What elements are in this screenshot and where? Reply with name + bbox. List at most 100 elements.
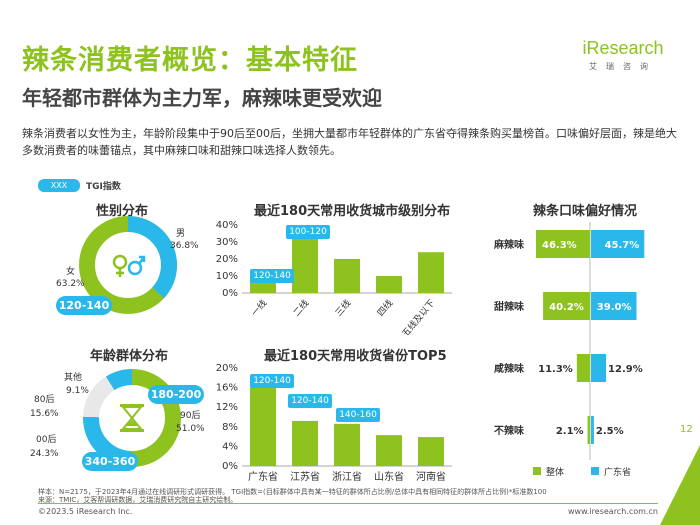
age-other-pct: 9.1% <box>66 386 89 396</box>
city-tier-chart: 40% 30% 20% 10% 0% 一线 二线 三线 四线 五线及以下 <box>216 220 452 335</box>
x-tick-label: 一线 <box>249 297 270 319</box>
province-tgi-badge-2: 120-140 <box>288 394 332 408</box>
x-tick-label: 五线及以下 <box>399 297 437 335</box>
footer-divider <box>38 503 658 504</box>
hourglass-icon <box>120 404 144 432</box>
iresearch-logo: iResearch 艾瑞咨询 <box>578 38 668 72</box>
age-other-label: 其他 <box>64 373 83 383</box>
age-00-tgi-badge: 340-360 <box>82 452 138 471</box>
y-tick-label: 16% <box>216 383 238 394</box>
age-00-pct: 24.3% <box>30 449 59 459</box>
footer-note: 样本：N=2175，于2023年4月通过在线调研形式调研获得。 TGI指数=(目… <box>38 488 547 496</box>
footer-copyright: ©2023.5 iResearch Inc. <box>38 507 133 516</box>
x-tick-label: 广东省 <box>248 470 278 483</box>
age-chart-title: 年龄群体分布 <box>90 349 169 364</box>
y-tick-label: 30% <box>216 237 238 248</box>
gender-male-slice <box>79 216 177 314</box>
province-tgi-badge-1: 120-140 <box>250 374 294 388</box>
flavor-total-value: 46.3% <box>542 240 577 251</box>
gender-male-label: 男 <box>176 229 186 239</box>
flavor-chart: 麻辣味 46.3% 45.7% 甜辣味 40.2% 39.0% 咸辣味 11.3% 12.9% 不… <box>493 222 645 460</box>
age-slice-3 <box>83 369 181 467</box>
bar-江苏省 <box>291 420 319 466</box>
province-tgi-badge-3: 140-160 <box>336 408 380 422</box>
province-chart-title: 最近180天常用收货省份TOP5 <box>264 349 447 364</box>
flavor-gd-bar <box>591 354 607 382</box>
page-corner-decoration <box>660 445 700 525</box>
footer-source: 来源：TMIC，艾客帮调研数据，艾瑞消费研究院自主研究绘制。 <box>38 496 238 504</box>
bar-五线及以下 <box>417 252 445 293</box>
legend-total-swatch <box>533 467 541 475</box>
flavor-row-label: 咸辣味 <box>494 362 524 375</box>
flavor-gd-value: 2.5% <box>596 426 624 437</box>
x-tick-label: 山东省 <box>374 470 404 483</box>
flavor-gd-bar <box>591 230 645 258</box>
flavor-gd-value: 12.9% <box>608 364 643 375</box>
y-tick-label: 12% <box>216 402 238 413</box>
x-tick-label: 四线 <box>375 297 396 319</box>
bar-山东省 <box>375 435 403 466</box>
bar-二线 <box>291 236 319 293</box>
y-tick-label: 0% <box>222 461 238 472</box>
y-tick-label: 8% <box>222 422 238 433</box>
page-title: 辣条消费者概览：基本特征 <box>22 45 358 76</box>
y-tick-label: 4% <box>222 441 238 452</box>
page-subtitle: 年轻都市群体为主力军，麻辣味更受欢迎 <box>22 86 382 110</box>
footer-url: www.iresearch.com.cn <box>568 507 658 516</box>
flavor-row-label: 不辣味 <box>494 424 524 437</box>
page-number: 12 <box>680 424 693 435</box>
gender-male-pct: 36.8% <box>170 241 199 251</box>
logo-text: iResearch <box>582 38 664 58</box>
gender-icon <box>112 254 146 277</box>
x-tick-label: 浙江省 <box>332 470 362 483</box>
age-90-pct: 51.0% <box>176 424 205 434</box>
bar-三线 <box>333 259 361 293</box>
bar-广东省 <box>249 387 277 466</box>
flavor-chart-title: 辣条口味偏好情况 <box>533 204 638 219</box>
flavor-row-label: 甜辣味 <box>494 300 524 313</box>
x-tick-label: 江苏省 <box>290 470 320 483</box>
bar-河南省 <box>417 437 445 466</box>
tgi-legend-label: TGI指数 <box>86 182 121 192</box>
y-tick-label: 10% <box>216 271 238 282</box>
gender-female-label: 女 <box>66 267 76 277</box>
gender-donut <box>79 216 177 314</box>
flavor-total-bar <box>536 230 590 258</box>
province-chart: 20% 16% 12% 8% 4% 0% 广东省 江苏省 浙江省 山东省 河南省 <box>216 363 452 483</box>
gender-chart-title: 性别分布 <box>96 204 149 219</box>
bar-浙江省 <box>333 423 361 466</box>
x-tick-label: 二线 <box>291 297 312 319</box>
legend-total-label: 整体 <box>546 468 565 478</box>
flavor-total-value: 11.3% <box>538 364 573 375</box>
city-tgi-badge-2: 100-120 <box>286 225 330 239</box>
age-90-tgi-badge: 180-200 <box>148 385 204 404</box>
logo-subtext: 艾瑞咨询 <box>589 62 657 71</box>
gender-female-pct: 63.2% <box>56 279 85 289</box>
flavor-total-bar <box>576 354 590 382</box>
legend-gd-swatch <box>591 467 599 475</box>
x-tick-label: 河南省 <box>416 470 446 483</box>
age-90-label: 90后 <box>180 411 201 421</box>
flavor-total-value: 2.1% <box>556 426 584 437</box>
age-80-label: 80后 <box>34 395 55 405</box>
city-chart-title: 最近180天常用收货城市级别分布 <box>254 204 451 219</box>
y-tick-label: 20% <box>216 363 238 374</box>
flavor-total-bar <box>587 416 590 444</box>
age-slice-1 <box>83 369 181 467</box>
flavor-row-label: 麻辣味 <box>493 238 524 251</box>
y-tick-label: 20% <box>216 254 238 265</box>
bar-四线 <box>375 276 403 293</box>
age-80-pct: 15.6% <box>30 409 59 419</box>
y-tick-label: 0% <box>222 288 238 299</box>
flavor-gd-bar <box>591 292 637 320</box>
city-tgi-badge-1: 120-140 <box>250 269 294 283</box>
flavor-total-value: 40.2% <box>549 302 584 313</box>
flavor-gd-value: 45.7% <box>605 240 640 251</box>
description: 辣条消费者以女性为主，年龄阶段集中于90后至00后，坐拥大量都市年轻群体的广东省… <box>22 127 677 157</box>
age-00-label: 00后 <box>36 435 57 445</box>
x-tick-label: 三线 <box>333 297 354 319</box>
tgi-legend-tag: XXX <box>38 179 80 192</box>
flavor-total-bar <box>543 292 590 320</box>
gender-tgi-badge: 120-140 <box>56 296 112 315</box>
legend-gd-label: 广东省 <box>604 468 632 478</box>
